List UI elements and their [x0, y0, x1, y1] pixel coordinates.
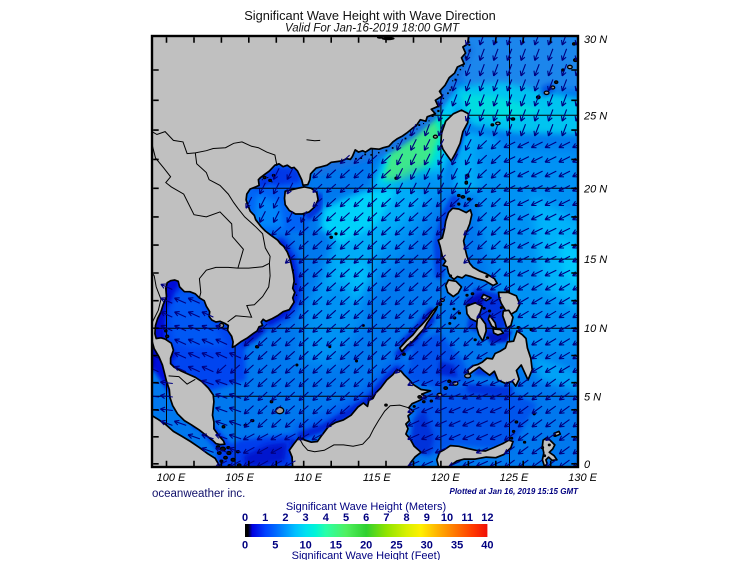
svg-text:Plotted at Jan 16, 2019 15:15: Plotted at Jan 16, 2019 15:15 GMT [450, 487, 580, 496]
svg-text:20: 20 [360, 540, 372, 552]
svg-text:110 E: 110 E [294, 472, 323, 484]
svg-text:Significant Wave Height (Feet): Significant Wave Height (Feet) [292, 550, 441, 560]
svg-text:125 E: 125 E [500, 472, 529, 484]
svg-text:115 E: 115 E [363, 472, 392, 484]
svg-text:1: 1 [262, 512, 268, 524]
svg-text:105 E: 105 E [225, 472, 254, 484]
svg-text:9: 9 [424, 512, 430, 524]
svg-text:Significant Wave Height with W: Significant Wave Height with Wave Direct… [244, 8, 496, 23]
svg-text:120 E: 120 E [431, 472, 460, 484]
svg-text:25 N: 25 N [583, 110, 607, 122]
svg-text:5: 5 [343, 512, 349, 524]
svg-text:12: 12 [481, 512, 493, 524]
svg-text:100 E: 100 E [157, 472, 186, 484]
svg-text:10 N: 10 N [584, 323, 607, 335]
svg-text:8: 8 [404, 512, 410, 524]
svg-text:2: 2 [282, 512, 288, 524]
svg-text:3: 3 [303, 512, 309, 524]
svg-text:5: 5 [272, 540, 278, 552]
svg-text:15 N: 15 N [584, 254, 607, 266]
svg-text:20 N: 20 N [583, 183, 607, 195]
svg-text:30 N: 30 N [584, 34, 607, 46]
svg-text:35: 35 [451, 540, 463, 552]
svg-text:15: 15 [330, 540, 342, 552]
svg-text:30: 30 [421, 540, 433, 552]
svg-text:10: 10 [299, 540, 311, 552]
svg-text:10: 10 [441, 512, 453, 524]
svg-text:5 N: 5 N [584, 391, 601, 403]
svg-text:6: 6 [363, 512, 369, 524]
svg-text:4: 4 [323, 512, 330, 524]
svg-text:0: 0 [584, 459, 591, 471]
svg-text:25: 25 [390, 540, 402, 552]
svg-text:7: 7 [383, 512, 389, 524]
svg-text:11: 11 [461, 512, 473, 524]
svg-text:oceanweather inc.: oceanweather inc. [152, 488, 245, 500]
svg-text:0: 0 [242, 540, 248, 552]
svg-text:Valid For Jan-16-2019 18:00 GM: Valid For Jan-16-2019 18:00 GMT [285, 23, 460, 35]
svg-text:Significant Wave Height (Meter: Significant Wave Height (Meters) [286, 501, 446, 513]
svg-text:40: 40 [481, 540, 493, 552]
svg-text:0: 0 [242, 512, 248, 524]
svg-text:130 E: 130 E [568, 472, 597, 484]
